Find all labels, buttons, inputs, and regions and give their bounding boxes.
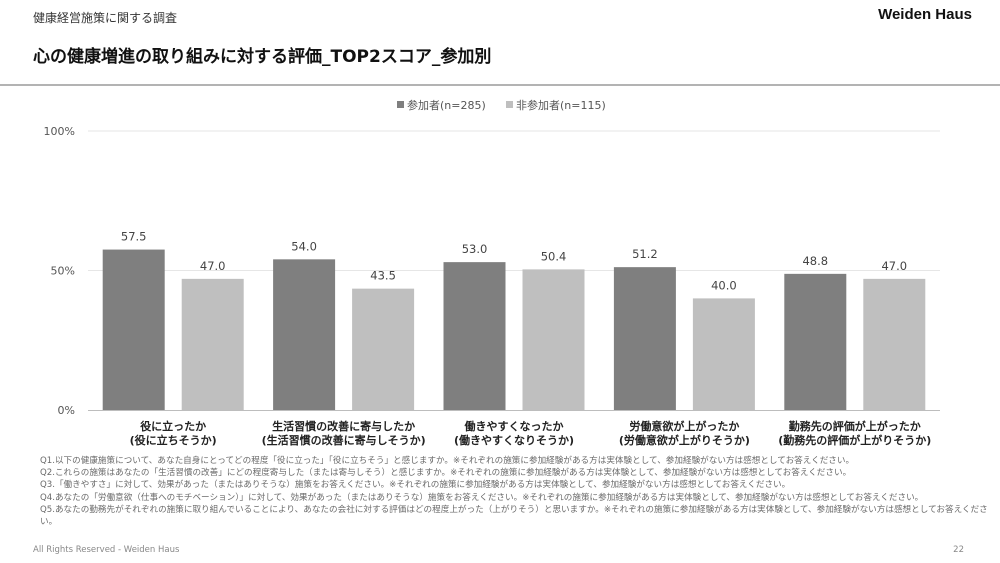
page-number: 22 xyxy=(953,545,964,555)
brand-logo-text: Weiden Haus xyxy=(878,6,972,23)
value-label-nonparticipant-4: 40.0 xyxy=(711,278,737,292)
y-axis: 0% 50% 100% xyxy=(44,125,940,417)
note-q5: Q5.あなたの勤務先がそれぞれの施策に取り組んでいることにより、あなたの会社に対… xyxy=(40,504,988,528)
bar-participant-3 xyxy=(443,262,506,410)
category-label-5-line-2: (勤務先の評価が上がりそうか) xyxy=(778,433,931,447)
category-label-4-line-2: (労働意欲が上がりそうか) xyxy=(619,433,750,447)
category-label-1-line-2: (役に立ちそうか) xyxy=(130,433,217,447)
bar-participant-5 xyxy=(784,273,847,410)
bar-nonparticipant-3 xyxy=(522,269,585,410)
y-tick-label: 100% xyxy=(44,125,75,138)
note-q3: Q3.「働きやすさ」に対して、効果があった（またはありそうな）施策をお答えくださ… xyxy=(40,480,791,491)
bar-nonparticipant-4 xyxy=(692,298,755,410)
value-label-nonparticipant-3: 50.4 xyxy=(541,249,567,263)
footer-copyright: All Rights Reserved - Weiden Haus xyxy=(33,545,180,555)
legend-label-1: 参加者(n=285) xyxy=(407,98,486,112)
value-label-participant-2: 54.0 xyxy=(291,239,317,253)
value-label-nonparticipant-5: 47.0 xyxy=(881,259,907,273)
bar-nonparticipant-2 xyxy=(352,288,415,410)
y-tick-label: 0% xyxy=(58,404,75,417)
value-label-nonparticipant-1: 47.0 xyxy=(200,259,226,273)
question-notes: Q1.以下の健康施策について、あなた自身にとってどの程度「役に立った」「役に立ち… xyxy=(40,455,995,528)
note-q2: Q2.これらの施策はあなたの「生活習慣の改善」にどの程度寄与した（または寄与しそ… xyxy=(40,468,852,479)
bar-series: 57.5 47.0 54.0 43.5 53.0 50.4 51.2 40.0 48.8 47.0 xyxy=(102,230,926,410)
category-label-4-line-1: 労働意欲が上がったか xyxy=(629,419,739,433)
bar-nonparticipant-5 xyxy=(863,278,926,410)
value-label-participant-5: 48.8 xyxy=(802,254,828,268)
x-axis-labels: 役に立ったか(役に立ちそうか) 生活習慣の改善に寄与したか(生活習慣の改善に寄与し… xyxy=(130,419,932,447)
category-label-3-line-1: 働きやすくなったか xyxy=(464,419,564,433)
legend-label-2: 非参加者(n=115) xyxy=(516,98,606,112)
bar-participant-2 xyxy=(273,259,336,410)
value-label-participant-4: 51.2 xyxy=(632,247,658,261)
category-label-2-line-1: 生活習慣の改善に寄与したか xyxy=(272,419,415,433)
value-label-nonparticipant-2: 43.5 xyxy=(370,269,396,283)
chart-legend: 参加者(n=285) 非参加者(n=115) xyxy=(397,98,606,112)
value-label-participant-3: 53.0 xyxy=(462,242,488,256)
bar-participant-1 xyxy=(102,249,165,410)
bar-nonparticipant-1 xyxy=(181,278,244,410)
legend-swatch-1 xyxy=(397,101,404,108)
value-label-participant-1: 57.5 xyxy=(121,230,147,244)
legend-swatch-2 xyxy=(506,101,513,108)
page-title: 心の健康増進の取り組みに対する評価_TOP2スコア_参加別 xyxy=(33,47,492,67)
category-label-5-line-1: 勤務先の評価が上がったか xyxy=(789,419,921,433)
survey-title: 健康経営施策に関する調査 xyxy=(33,11,178,25)
category-label-3-line-2: (働きやすくなりそうか) xyxy=(454,433,574,447)
category-label-2-line-2: (生活習慣の改善に寄与しそうか) xyxy=(262,433,426,447)
note-q4: Q4.あなたの「労働意欲（仕事へのモチベーション）」に対して、効果があった（また… xyxy=(40,492,924,503)
title-divider xyxy=(0,84,1000,86)
bar-participant-4 xyxy=(613,267,676,410)
y-tick-label: 50% xyxy=(51,265,75,278)
note-q1: Q1.以下の健康施策について、あなた自身にとってどの程度「役に立った」「役に立ち… xyxy=(40,456,855,466)
bar-chart: 参加者(n=285) 非参加者(n=115) 0% 50% 100% 57.5 47.0… xyxy=(44,98,940,447)
category-label-1-line-1: 役に立ったか xyxy=(139,419,206,433)
